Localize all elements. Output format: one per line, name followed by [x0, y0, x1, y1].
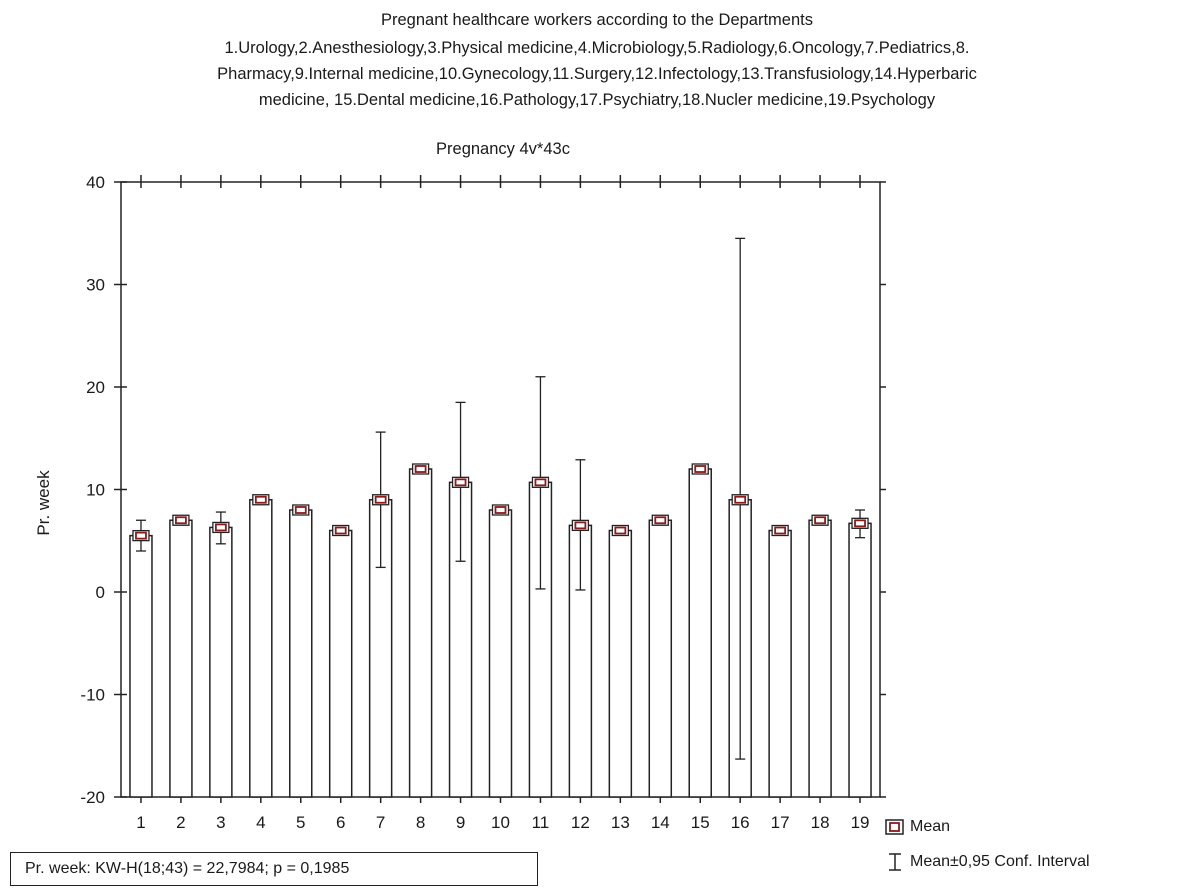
mean-marker — [454, 478, 467, 487]
x-tick-label: 15 — [691, 813, 710, 832]
mean-marker — [694, 465, 707, 473]
x-tick-label: 6 — [336, 813, 345, 832]
mean-marker-outer — [172, 514, 190, 526]
mean-marker-outer — [771, 524, 789, 537]
mean-marker-outer — [731, 494, 749, 506]
mean-marker-outer — [292, 504, 310, 516]
mean-marker-outer — [651, 514, 669, 526]
mean-marker — [334, 526, 347, 535]
y-tick-label: 10 — [86, 481, 105, 500]
chart-title-line-2: 1.Urology,2.Anesthesiology,3.Physical me… — [224, 39, 970, 57]
mean-marker-outer — [212, 521, 230, 534]
bar — [129, 534, 153, 798]
mean-marker-outer — [132, 529, 150, 542]
y-tick-label: 30 — [86, 276, 105, 295]
mean-marker-outer — [571, 519, 590, 532]
legend-label-mean: Mean — [910, 818, 951, 836]
chart-title-line-3: Pharmacy,9.Internal medicine,10.Gynecolo… — [217, 65, 977, 83]
mean-marker-outer — [372, 494, 390, 506]
bar — [289, 509, 313, 798]
stats-annotation-text: Pr. week: KW-H(18;43) = 22,7984; p = 0,1… — [25, 860, 350, 877]
bar — [848, 522, 872, 798]
bar — [648, 519, 673, 798]
x-tick-label: 1 — [136, 813, 145, 832]
mean-marker-outer — [851, 517, 869, 529]
mean-marker — [494, 506, 507, 514]
x-tick-label: 5 — [296, 813, 305, 832]
mean-marker — [774, 526, 787, 535]
x-tick-label: 19 — [851, 813, 870, 832]
bar — [688, 468, 712, 798]
mean-marker-outer — [411, 463, 430, 475]
bar — [808, 519, 832, 798]
mean-marker-outer — [252, 494, 270, 506]
x-tick-label: 17 — [771, 813, 790, 832]
mean-marker — [734, 495, 747, 504]
y-tick-label: 0 — [96, 583, 105, 602]
mean-marker-outer — [611, 524, 629, 537]
chart-title-line-1: Pregnant healthcare workers according to… — [381, 11, 813, 29]
bar — [408, 468, 433, 798]
x-tick-label: 16 — [731, 813, 750, 832]
y-tick-label: -10 — [80, 686, 105, 705]
legend-item-mean: Mean — [884, 818, 950, 836]
mean-marker — [654, 516, 667, 525]
mean-marker-outer — [491, 504, 510, 516]
legend-item-ci: Mean±0,95 Conf. Interval — [884, 852, 1090, 872]
mean-marker-outer — [811, 514, 829, 526]
bar — [169, 519, 193, 798]
bar — [608, 529, 633, 798]
mean-marker — [254, 495, 267, 504]
y-tick-label: 40 — [86, 173, 105, 192]
x-tick-label: 3 — [216, 813, 225, 832]
mean-marker — [294, 506, 307, 514]
bar — [328, 529, 353, 798]
chart-title-line-4: medicine, 15.Dental medicine,16.Patholog… — [258, 91, 936, 109]
x-tick-label: 18 — [811, 813, 830, 832]
x-tick-label: 13 — [611, 813, 630, 832]
x-tick-label: 14 — [651, 813, 670, 832]
stats-annotation-box: Pr. week: KW-H(18;43) = 22,7984; p = 0,1… — [10, 852, 538, 886]
mean-marker — [135, 531, 147, 540]
mean-marker — [614, 526, 627, 535]
chart-subtitle: Pregnancy 4v*43c — [436, 140, 570, 158]
x-tick-label: 7 — [376, 813, 385, 832]
mean-marker — [574, 521, 587, 530]
mean-marker-outer — [451, 476, 470, 488]
mean-marker — [374, 495, 387, 504]
x-tick-label: 4 — [256, 813, 265, 832]
x-tick-label: 11 — [532, 813, 550, 832]
x-tick-label: 10 — [491, 813, 510, 832]
error-bar-icon — [889, 853, 901, 871]
mean-marker-outer — [531, 476, 550, 488]
y-tick-label: 20 — [86, 378, 105, 397]
mean-marker-outer — [332, 524, 350, 537]
bar — [488, 509, 513, 798]
bar — [249, 499, 273, 798]
x-tick-label: 9 — [456, 813, 465, 832]
legend-label-ci: Mean±0,95 Conf. Interval — [910, 853, 1090, 871]
mean-marker — [854, 519, 866, 528]
x-tick-label: 2 — [176, 813, 185, 832]
bar — [209, 526, 233, 798]
mean-marker — [414, 465, 427, 473]
x-tick-label: 12 — [571, 813, 590, 832]
mean-marker — [214, 523, 227, 532]
mean-marker-icon — [885, 819, 904, 835]
x-tick-label: 8 — [416, 813, 425, 832]
y-tick-label: -20 — [80, 788, 105, 807]
bar — [768, 529, 792, 798]
mean-marker-outer — [691, 463, 709, 475]
mean-marker — [534, 478, 547, 487]
mean-marker — [175, 516, 187, 525]
mean-marker — [814, 516, 826, 525]
